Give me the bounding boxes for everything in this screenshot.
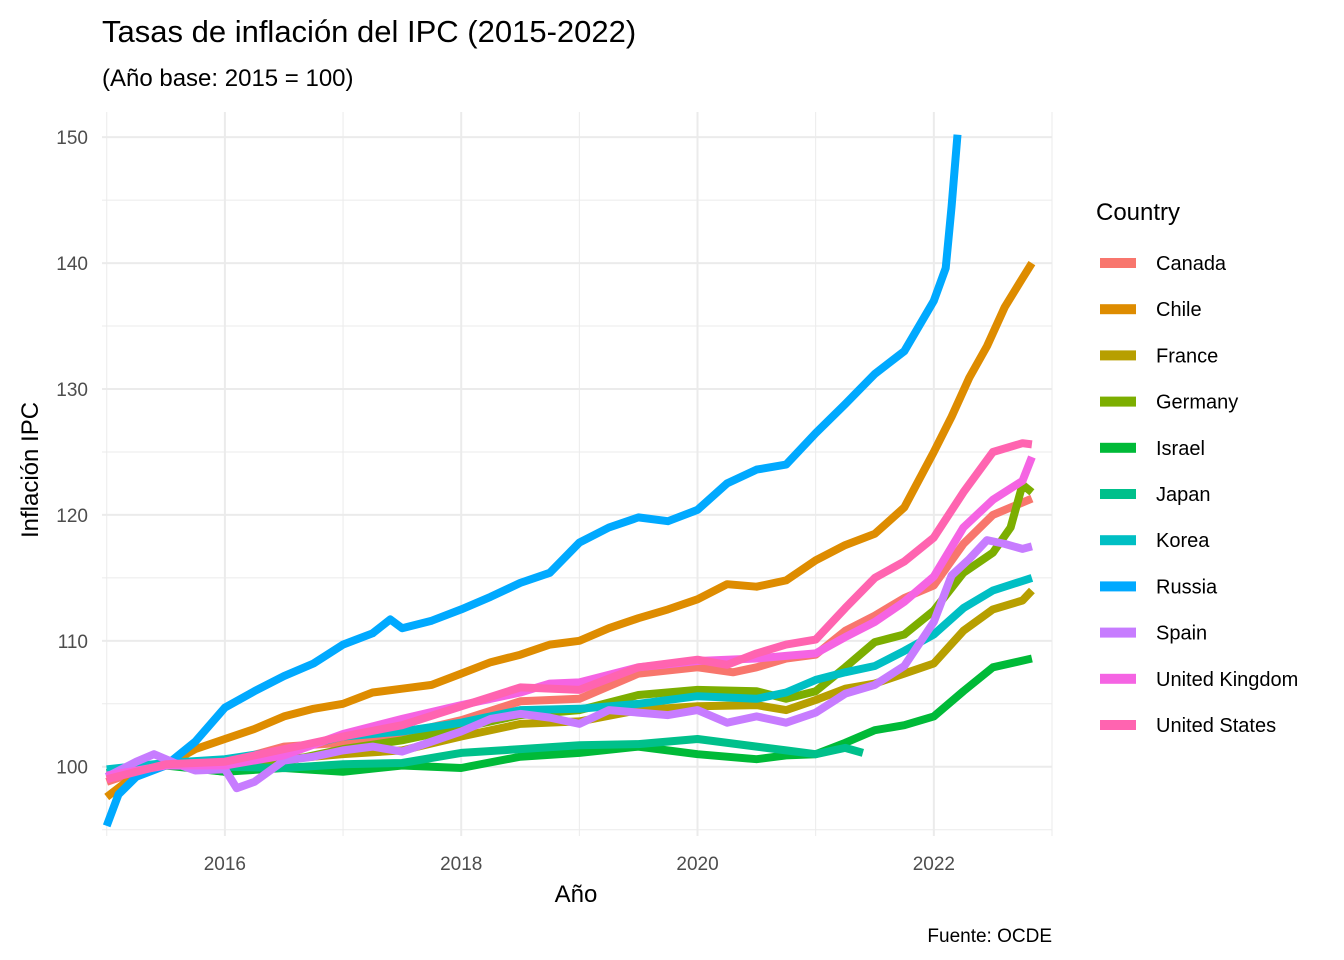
series-lines: [102, 134, 1036, 828]
y-tick-label: 110: [58, 632, 88, 653]
legend-swatch: [1100, 304, 1136, 315]
series-line-chile: [104, 260, 1036, 801]
legend-swatch: [1100, 258, 1136, 268]
legend-swatch: [1100, 350, 1136, 361]
series-line-united-states: [105, 439, 1033, 784]
legend-label: Russia: [1156, 576, 1218, 598]
legend-swatch: [1100, 535, 1136, 546]
legend-label: United States: [1156, 715, 1276, 737]
axis-ticks: 100 110 120 130 140 150 2016 2018 2020 2022: [56, 128, 955, 875]
y-tick-label: 130: [56, 380, 88, 401]
legend-label: Spain: [1156, 623, 1207, 645]
legend-swatch: [1100, 627, 1136, 638]
legend-label: France: [1156, 345, 1218, 367]
legend-item: Chile: [1100, 299, 1202, 321]
legend-label: United Kingdom: [1156, 669, 1298, 691]
legend-label: Canada: [1156, 253, 1227, 275]
legend-swatch: [1100, 396, 1136, 407]
series-line-spain: [104, 536, 1033, 793]
legend-item: Japan: [1100, 484, 1211, 506]
x-tick-label: 2016: [204, 854, 246, 875]
legend-swatch: [1100, 720, 1136, 730]
legend-item: Spain: [1100, 623, 1207, 645]
x-tick-label: 2022: [913, 854, 955, 875]
legend-item: Russia: [1100, 576, 1218, 598]
legend-item: United Kingdom: [1100, 669, 1298, 691]
y-tick-label: 140: [56, 254, 88, 275]
chart-title: Tasas de inflación del IPC (2015-2022): [102, 14, 636, 49]
legend-item: Canada: [1100, 253, 1227, 275]
legend-item: France: [1100, 345, 1218, 367]
legend-label: Japan: [1156, 484, 1211, 506]
legend-label: Chile: [1156, 299, 1202, 321]
x-axis-label: Año: [555, 881, 598, 908]
legend-title: Country: [1096, 199, 1180, 226]
legend-label: Korea: [1156, 530, 1210, 552]
legend-item: United States: [1100, 715, 1276, 737]
legend-swatch: [1100, 489, 1136, 499]
legend: Canada Chile France Germany Israel Japan Korea…: [1100, 253, 1298, 737]
series-line-russia: [102, 134, 962, 828]
y-tick-label: 150: [56, 128, 88, 149]
chart-caption: Fuente: OCDE: [927, 926, 1052, 947]
chart-subtitle: (Año base: 2015 = 100): [102, 65, 354, 92]
legend-label: Israel: [1156, 438, 1205, 460]
legend-label: Germany: [1156, 392, 1238, 414]
series-line-japan: [106, 735, 864, 777]
legend-swatch: [1100, 442, 1136, 453]
legend-swatch: [1100, 673, 1136, 684]
legend-item: Israel: [1100, 438, 1205, 460]
x-tick-label: 2018: [440, 854, 482, 875]
x-tick-label: 2020: [676, 854, 718, 875]
y-tick-label: 100: [56, 758, 88, 779]
y-axis-label: Inflación IPC: [17, 402, 44, 538]
y-tick-label: 120: [56, 506, 88, 527]
legend-swatch: [1100, 581, 1136, 592]
legend-item: Germany: [1100, 392, 1238, 414]
legend-item: Korea: [1100, 530, 1210, 552]
